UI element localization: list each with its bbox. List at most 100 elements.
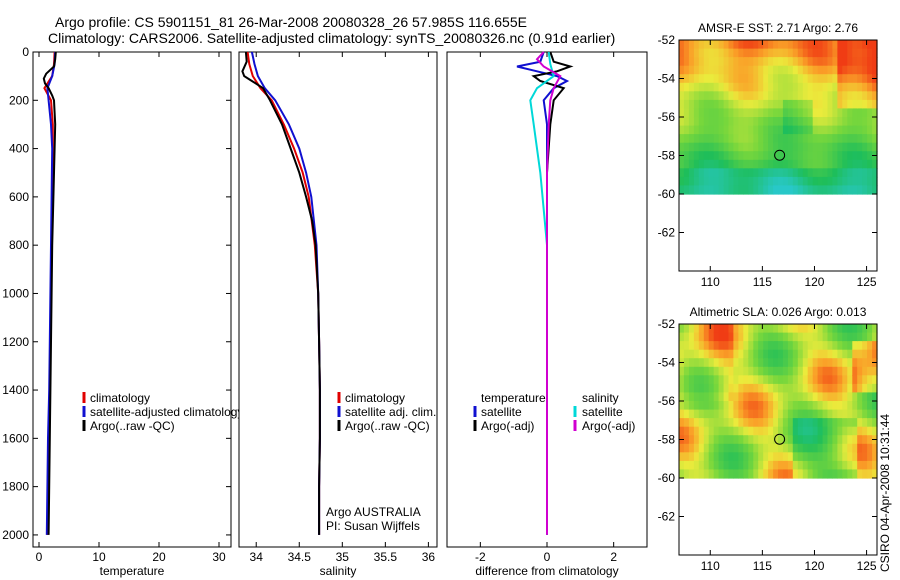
field-cell (802, 332, 809, 342)
field-cell (728, 375, 734, 385)
field-cell (723, 324, 730, 334)
field-cell (738, 435, 744, 445)
field-cell (758, 57, 764, 67)
field-cell (797, 426, 804, 436)
field-cell (733, 134, 739, 144)
field-cell (837, 82, 843, 92)
field-cell (807, 460, 814, 471)
field-cell (792, 185, 799, 195)
field-cell (837, 125, 843, 135)
field-cell (852, 409, 858, 419)
field-cell (837, 452, 843, 462)
field-cell (872, 460, 878, 471)
field-cell (847, 469, 853, 479)
field-cell (773, 57, 779, 67)
field-cell (807, 82, 814, 92)
x-tick-label: 30 (212, 550, 226, 564)
field-cell (862, 151, 868, 161)
field-cell (723, 392, 730, 402)
y-tick-label: -60 (658, 187, 676, 201)
field-cell (703, 74, 710, 84)
field-cell (708, 125, 715, 135)
field-cell (718, 383, 725, 394)
field-cell (852, 349, 858, 359)
field-cell (847, 142, 853, 152)
field-cell (748, 409, 754, 419)
field-cell (802, 366, 809, 376)
plot-frame (238, 51, 438, 548)
field-cell (872, 82, 878, 92)
field-cell (857, 57, 863, 67)
field-cell (797, 358, 804, 368)
field-cell (817, 452, 824, 462)
field-cell (683, 392, 690, 402)
field-cell (837, 324, 843, 334)
field-cell (852, 151, 858, 161)
field-cell (738, 125, 744, 135)
field-cell (847, 65, 853, 75)
field-cell (862, 460, 868, 471)
field-cell (797, 409, 804, 419)
field-cell (867, 108, 873, 118)
field-cell (738, 82, 744, 92)
field-cell (768, 366, 774, 376)
field-cell (807, 392, 814, 402)
field-cell (862, 99, 868, 110)
field-cell (738, 443, 744, 453)
field-cell (872, 401, 878, 411)
field-cell (733, 375, 739, 385)
field-cell (847, 91, 853, 101)
field-cell (708, 108, 715, 118)
field-cell (807, 401, 814, 411)
field-cell (787, 142, 794, 152)
field-cell (703, 65, 710, 75)
field-cell (768, 65, 774, 75)
field-cell (679, 418, 685, 428)
field-cell (708, 65, 715, 75)
field-cell (763, 82, 769, 92)
field-cell (812, 443, 819, 453)
field-cell (713, 134, 720, 144)
field-cell (773, 341, 779, 351)
field-cell (753, 117, 759, 127)
field-cell (723, 91, 730, 101)
field-cell (753, 82, 759, 92)
field-cell (867, 57, 873, 67)
field-cell (852, 108, 858, 118)
field-cell (792, 74, 799, 84)
field-cell (733, 435, 739, 445)
field-cell (733, 159, 739, 169)
field-cell (827, 176, 833, 187)
field-cell (728, 409, 734, 419)
field-cell (708, 151, 715, 161)
field-cell (778, 366, 784, 376)
field-cell (837, 435, 843, 445)
field-cell (852, 176, 858, 187)
x-tick-label: 10 (92, 550, 106, 564)
field-cell (787, 349, 794, 359)
field-cell (802, 185, 809, 195)
field-cell (768, 151, 774, 161)
field-cell (758, 74, 764, 84)
legend-label: satellite (481, 405, 522, 419)
field-cell (713, 159, 720, 169)
field-cell (862, 324, 868, 334)
field-cell (683, 435, 690, 445)
field-cell (688, 65, 695, 75)
field-cell (743, 168, 749, 178)
argo-position-marker (774, 149, 786, 161)
field-cell (683, 159, 690, 169)
field-cell (683, 176, 690, 187)
field-cell (832, 401, 838, 411)
field-cell (782, 401, 789, 411)
field-cell (792, 57, 799, 67)
field-cell (679, 117, 685, 127)
field-cell (837, 460, 843, 471)
field-cell (792, 452, 799, 462)
field-cell (857, 151, 863, 161)
field-cell (698, 48, 705, 58)
field-cell (758, 375, 764, 385)
field-cell (787, 375, 794, 385)
field-cell (842, 332, 848, 342)
field-cell (842, 435, 848, 445)
